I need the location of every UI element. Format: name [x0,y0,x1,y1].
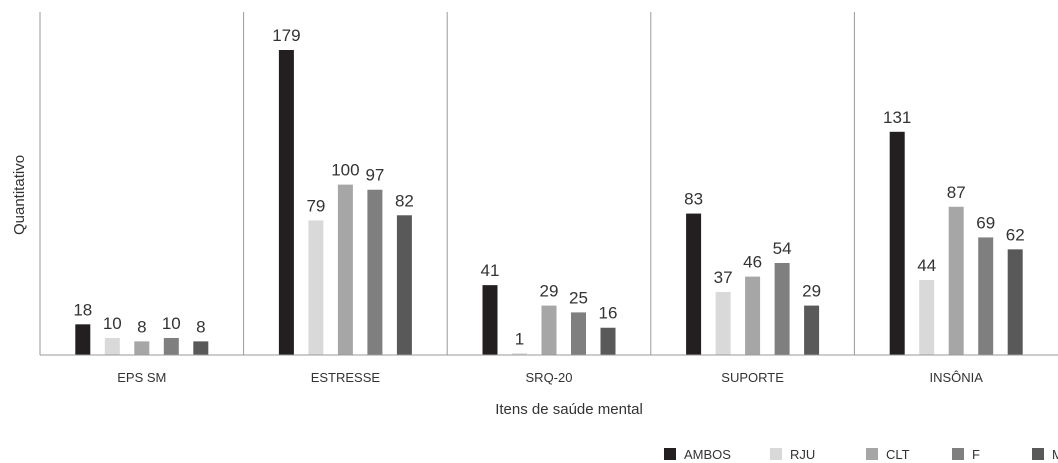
data-label: 54 [773,239,792,258]
bar [367,189,383,355]
bar [715,291,731,355]
data-label: 69 [976,213,995,232]
legend-label: CLT [886,447,910,462]
bar [482,285,498,355]
legend-label: F [972,447,980,462]
data-label: 44 [917,256,936,275]
bar [919,280,935,355]
bar [889,131,905,355]
legend-swatch [952,448,964,460]
data-label: 131 [883,108,911,127]
bar [396,215,412,355]
category-labels-group: EPS SM ESTRESSE SRQ-20 SUPORTE INSÔNIA [117,370,983,385]
bar [978,237,994,355]
bars-group [75,50,1023,355]
x-axis-title: Itens de saúde mental [495,401,643,418]
data-label: 29 [540,282,559,301]
legend-swatch [664,448,676,460]
bar [804,305,820,355]
legend: AMBOS RJU CLT F M [664,447,1058,462]
data-label: 97 [365,166,384,185]
legend-swatch [866,448,878,460]
category-dividers [39,12,855,355]
category-label: SRQ-20 [526,370,573,385]
category-label: INSÔNIA [929,370,983,385]
bar [571,312,586,355]
data-label: 8 [137,317,146,336]
legend-swatch [770,448,782,460]
data-label: 37 [714,268,733,287]
data-label: 87 [947,183,966,202]
bar [278,50,294,355]
data-label: 29 [802,282,821,301]
bar [193,341,209,355]
y-axis-title: Quantitativo [11,155,28,235]
bar [308,220,324,355]
data-label: 16 [599,304,618,323]
data-label: 82 [395,191,414,210]
bar [512,353,527,355]
category-label: EPS SM [117,370,166,385]
data-label: 25 [569,288,588,307]
category-label: SUPORTE [721,370,784,385]
bar [337,184,353,355]
legend-label: AMBOS [684,447,731,462]
data-label: 83 [684,190,703,209]
legend-swatch [1032,448,1044,460]
data-label: 10 [103,314,122,333]
bar [104,337,120,355]
data-label: 10 [162,314,181,333]
data-label: 79 [306,196,325,215]
bar [163,337,179,355]
data-label: 100 [331,161,359,180]
value-labels-group: 18 10 8 10 8 179 79 100 97 82 41 1 29 25 16 83 37 46 54 29 1… [73,26,1024,348]
bar [948,206,964,355]
legend-label: M [1052,447,1058,462]
data-label: 1 [515,329,524,348]
bar [600,327,616,355]
data-label: 41 [481,261,500,280]
data-label: 46 [743,253,762,272]
bar [1007,249,1023,355]
data-label: 62 [1006,225,1025,244]
bar [774,262,790,355]
data-label: 18 [73,300,92,319]
category-label: ESTRESSE [311,370,381,385]
legend-label: RJU [790,447,815,462]
data-label: 8 [196,317,205,336]
data-label: 179 [272,26,300,45]
bar [134,341,150,355]
bar [686,213,702,355]
bar [75,324,91,355]
bar [745,276,761,355]
bar [541,305,557,355]
